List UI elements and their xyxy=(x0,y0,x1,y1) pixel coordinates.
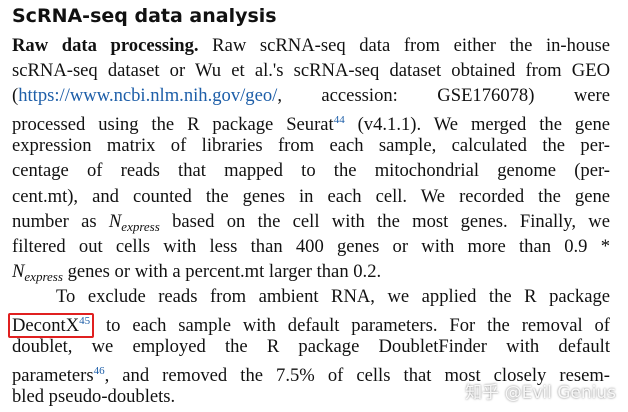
line: (https://www.ncbi.nlm.nih.gov/geo/, acce… xyxy=(12,83,610,108)
run: to each sample with default parameters. … xyxy=(94,315,610,337)
line: Nexpress genes or with a percent.mt larg… xyxy=(12,259,610,284)
run: (v4.1.1). We merged the gene xyxy=(344,114,610,136)
run: centage of reads that mapped to the mito… xyxy=(12,160,610,182)
line: scRNA-seq dataset or Wu et al.'s scRNA-s… xyxy=(12,58,610,83)
run: scRNA-seq dataset or Wu et al.'s scRNA-s… xyxy=(12,60,610,82)
run: DecontX xyxy=(12,315,80,337)
run: , and removed the 7.5% of cells that mos… xyxy=(104,365,610,387)
run: ( xyxy=(12,85,19,107)
heading: ScRNA-seq data analysis xyxy=(12,5,277,27)
run: cent.mt), and counted the genes in each … xyxy=(12,185,610,207)
citation[interactable]: 45 xyxy=(79,315,91,328)
line: bled pseudo-doublets. xyxy=(12,384,610,409)
body-text: Raw data processing. Raw scRNA-seq data … xyxy=(8,33,610,409)
subscript: express xyxy=(24,268,63,284)
line: parameters46, and removed the 7.5% of ce… xyxy=(12,359,610,387)
line: expression matrix of libraries from each… xyxy=(12,133,610,158)
italic: N xyxy=(108,210,122,232)
run: expression matrix of libraries from each… xyxy=(12,135,610,157)
run: Raw scRNA-seq data from either the in-ho… xyxy=(198,35,610,56)
subscript: express xyxy=(121,218,160,234)
line: To exclude reads from ambient RNA, we ap… xyxy=(12,284,610,309)
run: filtered out cells with less than 400 ge… xyxy=(12,235,610,257)
run: based on the cell with the most genes. F… xyxy=(159,210,610,232)
line: processed using the R package Seurat44 (… xyxy=(12,108,610,136)
italic: N xyxy=(12,260,25,282)
run: , accession: GSE176078) were xyxy=(277,85,610,107)
run: number as xyxy=(12,210,109,232)
run-title: Raw data processing. xyxy=(12,35,199,56)
run: parameters xyxy=(12,365,94,387)
run: To exclude reads from ambient RNA, we ap… xyxy=(56,285,610,307)
citation[interactable]: 44 xyxy=(333,114,345,127)
citation[interactable]: 46 xyxy=(93,365,105,378)
line: Raw data processing. Raw scRNA-seq data … xyxy=(12,33,610,58)
run: processed using the R package Seurat xyxy=(12,114,334,136)
run: genes or with a percent.mt larger than 0… xyxy=(62,260,382,282)
link[interactable]: https://www.ncbi.nlm.nih.gov/geo/ xyxy=(18,85,278,107)
watermark: 知乎 @Evil Genius xyxy=(465,383,616,403)
line: doublet, we employed the R package Doubl… xyxy=(12,334,610,359)
run: doublet, we employed the R package Doubl… xyxy=(12,336,610,358)
line: number as Nexpress based on the cell wit… xyxy=(12,209,610,234)
line: centage of reads that mapped to the mito… xyxy=(12,158,610,183)
run: bled pseudo-doublets. xyxy=(12,386,176,408)
line: cent.mt), and counted the genes in each … xyxy=(12,184,610,209)
highlight-box: DecontX45 xyxy=(8,313,95,339)
line: DecontX45 to each sample with default pa… xyxy=(8,309,610,339)
line: filtered out cells with less than 400 ge… xyxy=(12,234,610,259)
